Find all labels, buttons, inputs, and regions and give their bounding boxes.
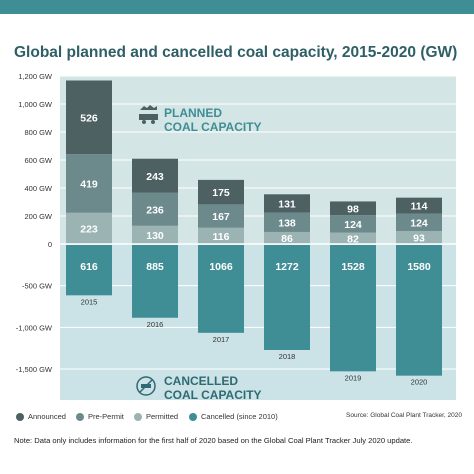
bar-pre-permit	[66, 154, 112, 213]
data-label-permitted: 130	[146, 230, 164, 242]
legend-item-cancelled: Cancelled (since 2010)	[189, 412, 278, 421]
x-category-label: 2020	[411, 378, 428, 387]
bar-announced	[396, 197, 442, 214]
y-tick-label: 600 GW	[24, 156, 52, 165]
data-label-cancelled: 885	[146, 261, 164, 273]
legend-label-cancelled: Cancelled (since 2010)	[201, 412, 278, 421]
bar-pre-permit	[396, 213, 442, 231]
x-category-label: 2015	[81, 297, 98, 306]
data-label-announced: 526	[80, 112, 98, 124]
y-tick-label: 400 GW	[24, 184, 52, 193]
bar-permitted	[66, 212, 112, 244]
planned-capacity-label: PLANNED	[164, 106, 222, 120]
y-tick-label: 200 GW	[24, 212, 52, 221]
bar-pre-permit	[132, 192, 178, 226]
data-label-announced: 175	[212, 187, 230, 199]
bar-announced	[132, 158, 178, 193]
legend-label-announced: Announced	[28, 412, 66, 421]
bar-permitted	[132, 225, 178, 244]
y-tick-label: 1,200 GW	[18, 72, 53, 81]
x-category-label: 2016	[147, 320, 164, 329]
legend-swatch-pre-permit	[76, 412, 84, 421]
bar-announced	[330, 201, 376, 216]
data-label-pre-permit: 419	[80, 178, 98, 190]
data-label-permitted: 93	[413, 232, 425, 244]
legend-label-permitted: Permitted	[146, 412, 179, 421]
data-label-pre-permit: 138	[278, 217, 296, 229]
y-tick-label: -1,500 GW	[16, 365, 53, 374]
data-label-permitted: 223	[80, 223, 98, 235]
bar-pre-permit	[198, 204, 244, 228]
cancelled-capacity-label: CANCELLED	[164, 374, 238, 388]
data-label-cancelled: 1528	[341, 261, 365, 273]
cancelled-slash-icon	[139, 379, 153, 393]
data-label-announced: 114	[411, 201, 428, 213]
legend-swatch-permitted	[134, 412, 142, 421]
chart-title: Global planned and cancelled coal capaci…	[14, 44, 458, 61]
bar-cancelled	[396, 245, 442, 376]
bar-pre-permit	[264, 212, 310, 232]
legend: Announced Pre-Permit Permitted Cancelled…	[14, 410, 464, 426]
legend-label-pre-permit: Pre-Permit	[88, 412, 124, 421]
bar-cancelled	[132, 245, 178, 318]
cancelled-circle-icon	[136, 376, 156, 396]
coal-pile-icon	[140, 105, 157, 110]
bar-cancelled	[330, 245, 376, 372]
legend-item-pre-permit: Pre-Permit	[76, 412, 124, 421]
bar-cancelled	[264, 245, 310, 350]
data-label-announced: 243	[146, 171, 164, 183]
data-label-pre-permit: 167	[212, 211, 230, 223]
x-category-label: 2019	[345, 373, 362, 382]
bar-permitted	[330, 232, 376, 244]
data-label-announced: 98	[347, 203, 359, 215]
data-label-pre-permit: 124	[410, 217, 428, 229]
coal-cart-icon	[139, 114, 158, 120]
y-tick-label: 1,000 GW	[18, 100, 53, 109]
data-label-permitted: 82	[347, 233, 359, 245]
y-tick-label: 0	[48, 240, 52, 249]
cart-wheel-icon	[151, 120, 155, 124]
footnote: Note: Data only includes information for…	[14, 436, 413, 445]
legend-swatch-cancelled	[189, 412, 197, 421]
data-label-cancelled: 1066	[209, 261, 233, 273]
bar-cancelled	[66, 245, 112, 296]
bar-permitted	[396, 230, 442, 244]
cancelled-capacity-label: COAL CAPACITY	[164, 388, 262, 402]
data-label-cancelled: 1580	[407, 261, 431, 273]
legend-item-permitted: Permitted	[134, 412, 178, 421]
bar-pre-permit	[330, 215, 376, 233]
y-tick-label: 800 GW	[24, 128, 52, 137]
data-label-permitted: 116	[213, 231, 230, 243]
x-category-label: 2017	[213, 335, 230, 344]
bar-permitted	[264, 231, 310, 244]
bar-announced	[66, 80, 112, 155]
source-note: Source: Global Coal Plant Tracker, 2020	[346, 412, 462, 419]
data-label-cancelled: 616	[80, 261, 98, 273]
legend-item-announced: Announced	[16, 412, 66, 421]
y-tick-label: -500 GW	[22, 282, 53, 291]
data-label-announced: 131	[278, 198, 296, 210]
legend-swatch-announced	[16, 412, 24, 421]
bar-permitted	[198, 227, 244, 244]
data-label-permitted: 86	[281, 233, 293, 245]
planned-capacity-label: COAL CAPACITY	[164, 120, 262, 134]
bar-cancelled	[198, 245, 244, 333]
y-tick-label: -1,000 GW	[16, 323, 53, 332]
data-label-cancelled: 1272	[275, 261, 299, 273]
data-label-pre-permit: 124	[344, 219, 362, 231]
bar-announced	[264, 194, 310, 213]
x-category-label: 2018	[279, 352, 296, 361]
bar-announced	[198, 179, 244, 205]
cart-wheel-icon	[142, 120, 146, 124]
data-label-pre-permit: 236	[146, 204, 164, 216]
cancelled-panel-bg	[60, 244, 456, 400]
top-accent-bar	[0, 0, 474, 14]
